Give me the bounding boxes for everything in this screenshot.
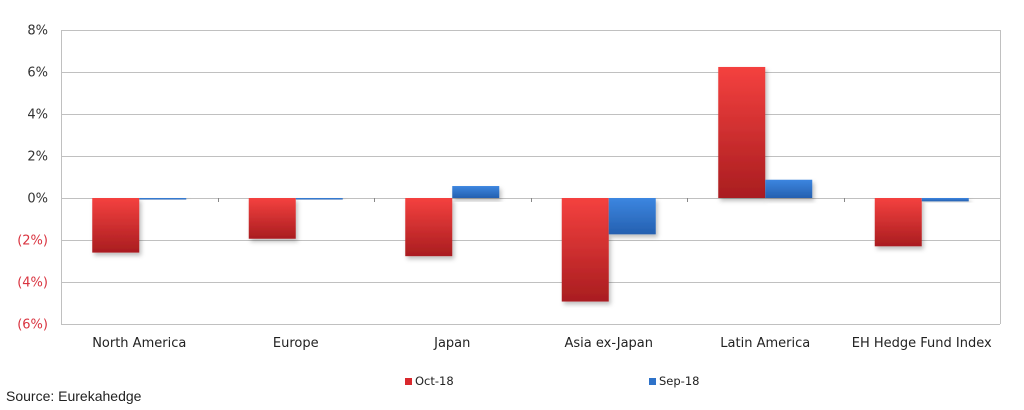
x-category-label: Latin America xyxy=(720,336,811,351)
legend-label: Sep-18 xyxy=(659,374,700,388)
y-tick-label: 2% xyxy=(27,149,48,164)
bar-oct-18 xyxy=(874,198,922,247)
bar-oct-18 xyxy=(718,66,766,199)
x-category-label: Asia ex-Japan xyxy=(564,336,653,351)
bar-sep-18 xyxy=(452,186,500,198)
x-category-label: Europe xyxy=(272,336,319,351)
y-tick-label: 6% xyxy=(27,65,48,80)
bar-sep-18 xyxy=(765,179,813,198)
legend-item-sep-18: Sep-18 xyxy=(649,374,699,388)
y-tick-label: (2%) xyxy=(17,233,48,248)
source-note: Source: Eurekahedge xyxy=(6,388,142,404)
bar-sep-18 xyxy=(295,198,343,200)
bar-oct-18 xyxy=(405,198,453,257)
legend-item-oct-18: Oct-18 xyxy=(405,374,454,388)
y-tick-label: 8% xyxy=(27,23,48,38)
bar-sep-18 xyxy=(139,198,187,200)
legend-swatch-blue-icon xyxy=(649,377,656,385)
bar-oct-18 xyxy=(248,198,296,239)
x-category-label: EH Hedge Fund Index xyxy=(851,336,992,351)
x-category-label: Japan xyxy=(434,336,471,351)
legend-label: Oct-18 xyxy=(415,374,454,388)
y-tick-label: (6%) xyxy=(17,317,48,332)
y-tick-label: (4%) xyxy=(17,275,48,290)
bars xyxy=(92,66,969,302)
y-tick-label: 0% xyxy=(27,191,48,206)
gridlines xyxy=(61,30,1001,325)
bar-sep-18 xyxy=(921,198,969,202)
bar-oct-18 xyxy=(92,198,140,253)
x-category-label: North America xyxy=(92,336,187,351)
legend-swatch-red-icon xyxy=(405,377,412,385)
y-tick-label: 4% xyxy=(27,107,48,122)
bar-sep-18 xyxy=(608,198,656,235)
bar-oct-18 xyxy=(561,198,609,302)
